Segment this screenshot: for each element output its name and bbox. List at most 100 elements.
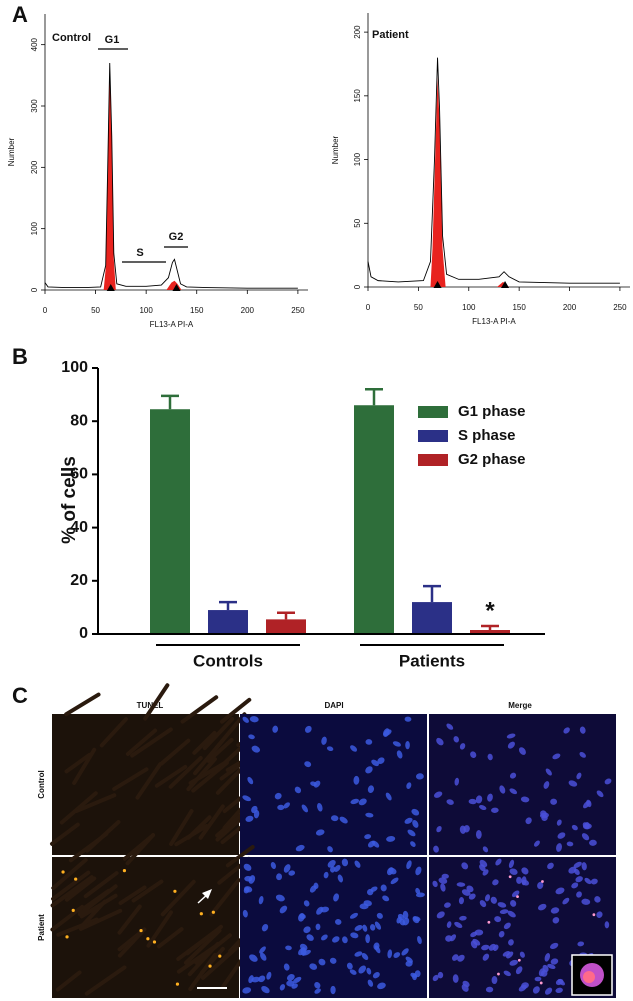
- nucleus: [457, 954, 465, 962]
- nucleus: [482, 846, 489, 853]
- nucleus: [509, 788, 518, 795]
- bar: [150, 409, 190, 634]
- y-tick-label: 300: [30, 99, 39, 113]
- fibre: [160, 879, 196, 917]
- apoptotic-cell: [199, 912, 203, 916]
- row-label: Patient: [37, 914, 46, 941]
- y-tick-label: 40: [70, 519, 88, 536]
- nucleus: [432, 974, 439, 982]
- nucleus: [249, 716, 259, 723]
- nucleus: [314, 988, 321, 994]
- nucleus: [339, 816, 348, 824]
- fibre: [118, 885, 147, 906]
- nucleus: [438, 877, 448, 884]
- nucleus: [562, 897, 570, 905]
- fibre: [50, 875, 94, 908]
- fibre: [192, 730, 217, 755]
- nucleus: [366, 967, 372, 975]
- legend-swatch: [418, 430, 448, 442]
- nucleus: [310, 781, 317, 787]
- y-tick-label: 100: [353, 152, 362, 166]
- fibre: [84, 965, 127, 996]
- nucleus: [462, 980, 470, 988]
- nucleus: [499, 785, 506, 794]
- nucleus: [432, 880, 438, 888]
- x-tick-label: 250: [613, 303, 627, 312]
- nucleus: [503, 970, 511, 977]
- y-tick-label: 80: [70, 412, 88, 429]
- nucleus: [437, 971, 444, 979]
- x-tick-label: 150: [512, 303, 526, 312]
- nucleus: [491, 976, 498, 985]
- nucleus: [332, 936, 340, 943]
- nucleus: [497, 902, 507, 908]
- nucleus: [330, 866, 336, 873]
- micrograph-bg: [240, 714, 427, 855]
- nucleus: [318, 958, 326, 966]
- nucleus: [272, 725, 279, 733]
- nucleus: [508, 859, 515, 869]
- fibre: [117, 904, 142, 935]
- nucleus: [380, 884, 387, 892]
- nucleus: [393, 952, 401, 958]
- x-tick-label: Controls: [193, 651, 263, 670]
- nucleus: [557, 832, 566, 839]
- fibre: [156, 927, 184, 949]
- x-axis-label: FL13-A PI-A: [472, 317, 516, 326]
- nucleus: [306, 934, 314, 941]
- nucleus: [440, 883, 446, 892]
- fibre: [77, 884, 118, 917]
- nucleus: [515, 966, 523, 975]
- nucleus: [354, 951, 363, 957]
- fibre: [130, 727, 173, 758]
- nucleus: [458, 896, 464, 905]
- y-tick-label: 200: [30, 160, 39, 174]
- nucleus: [415, 866, 422, 876]
- nucleus: [487, 753, 493, 761]
- nucleus: [590, 878, 598, 885]
- nucleus: [475, 829, 482, 839]
- panel-label: B: [12, 344, 28, 369]
- nucleus: [286, 980, 295, 987]
- nucleus: [550, 907, 560, 914]
- nucleus: [283, 963, 290, 971]
- apoptotic-cell: [541, 880, 544, 883]
- nucleus: [266, 971, 272, 980]
- fibre: [200, 946, 239, 980]
- nucleus: [405, 740, 410, 750]
- x-tick-label: 200: [563, 303, 577, 312]
- apoptotic-cell: [208, 964, 212, 968]
- nucleus: [584, 822, 590, 830]
- micrograph: [240, 857, 427, 998]
- nucleus: [594, 896, 601, 903]
- nucleus: [454, 921, 463, 929]
- fibre: [176, 928, 219, 961]
- nucleus: [604, 778, 612, 785]
- nucleus: [337, 874, 344, 883]
- x-tick-label: 100: [462, 303, 476, 312]
- nucleus: [436, 825, 442, 833]
- nucleus: [330, 815, 339, 822]
- nucleus: [248, 734, 255, 740]
- nucleus: [579, 752, 586, 758]
- fibre: [79, 899, 107, 930]
- nucleus: [445, 935, 453, 942]
- nucleus: [454, 777, 460, 786]
- nucleus: [545, 768, 552, 776]
- gate-marker: [172, 284, 181, 291]
- nucleus: [410, 972, 418, 978]
- nucleus: [417, 936, 422, 945]
- nucleus: [550, 798, 558, 805]
- nucleus: [329, 957, 337, 964]
- nucleus: [315, 829, 325, 836]
- nucleus: [453, 736, 460, 743]
- nucleus: [259, 946, 266, 954]
- nucleus: [446, 921, 452, 928]
- nucleus: [521, 867, 529, 875]
- bar: [412, 602, 452, 634]
- nucleus: [321, 934, 328, 941]
- nucleus: [361, 952, 369, 960]
- nucleus: [576, 772, 582, 780]
- x-tick-label: 150: [190, 306, 204, 315]
- nucleus: [242, 909, 248, 918]
